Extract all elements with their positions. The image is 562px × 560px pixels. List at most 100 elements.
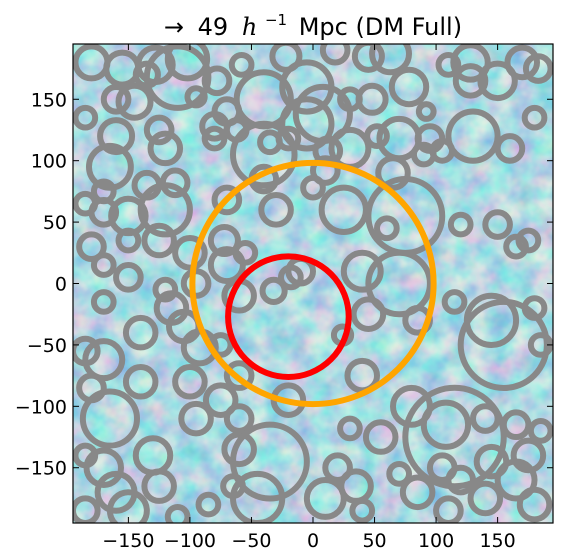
void-circle: [88, 196, 120, 228]
void-circle: [143, 114, 175, 146]
void-circle: [319, 44, 351, 66]
void-circle: [152, 276, 179, 303]
void-circle: [450, 44, 491, 83]
x-tick-label: −100: [164, 530, 216, 552]
void-circle: [275, 125, 302, 152]
title-arrow: →: [164, 13, 184, 41]
y-tick-label: −100: [15, 396, 67, 418]
void-circle: [97, 117, 136, 156]
y-tick-label: −150: [15, 458, 67, 480]
void-circle: [164, 44, 211, 82]
void-circle: [503, 233, 529, 260]
x-tick-label: −150: [102, 530, 154, 552]
void-circle: [137, 182, 193, 238]
void-circle: [435, 52, 462, 78]
void-circle: [349, 497, 376, 523]
void-circle: [279, 96, 335, 152]
void-circle: [433, 495, 464, 523]
void-circle: [90, 252, 117, 278]
void-circle: [477, 60, 518, 102]
void-circle: [445, 108, 501, 164]
void-circle: [207, 223, 241, 258]
y-tick-label: 150: [31, 89, 67, 111]
void-circle: [322, 452, 353, 484]
void-circle: [482, 209, 513, 240]
void-circle: [232, 239, 259, 266]
void-circle: [82, 338, 126, 382]
void-circle: [115, 227, 142, 254]
density-field-texture: [73, 44, 553, 523]
void-circle: [147, 130, 184, 167]
void-circle: [195, 491, 222, 518]
void-circle: [365, 249, 433, 318]
void-circle: [211, 184, 243, 216]
x-tick-label: −50: [231, 530, 271, 552]
void-circle: [340, 249, 384, 293]
void-circle: [402, 384, 507, 490]
outer-highlight-circle: [189, 159, 437, 408]
y-tick-label: 50: [43, 212, 67, 234]
void-circle: [83, 447, 125, 488]
void-circle: [388, 66, 430, 108]
y-axis: 150 100 50 0 −50 −100 −150: [15, 89, 553, 480]
void-circle: [76, 231, 107, 262]
title-rest: Mpc (DM Full): [299, 13, 462, 41]
void-circle: [172, 363, 208, 400]
y-tick-label: −50: [27, 335, 67, 357]
void-circle: [184, 85, 208, 109]
void-circle: [180, 268, 212, 299]
void-circle: [415, 101, 437, 122]
highlight-circles: [189, 159, 437, 408]
void-circle: [420, 399, 472, 450]
void-circle: [258, 192, 294, 228]
void-circles: [73, 44, 553, 523]
void-circle: [441, 289, 468, 315]
x-tick-label: 0: [307, 530, 319, 552]
void-circle: [201, 65, 233, 97]
void-circle: [113, 262, 144, 293]
void-circle: [399, 474, 436, 511]
void-circle: [141, 222, 177, 259]
void-circle: [515, 227, 542, 254]
void-circle: [223, 360, 255, 391]
void-circle: [259, 276, 288, 305]
void-circle: [504, 44, 541, 81]
void-circle: [300, 174, 326, 201]
void-circle: [164, 504, 191, 523]
void-circle: [355, 82, 389, 116]
void-circle: [522, 53, 553, 84]
chart-title: → 49 h −1 Mpc (DM Full): [164, 3, 462, 41]
void-circle: [202, 382, 239, 418]
void-circle: [350, 296, 387, 332]
void-circle: [230, 470, 286, 523]
void-circle: [527, 418, 553, 444]
void-circle: [73, 104, 99, 131]
inner-highlight-circle: [225, 253, 352, 380]
void-circle: [386, 461, 412, 487]
void-circle: [351, 44, 385, 73]
void-circle: [201, 125, 228, 152]
void-circle: [457, 298, 550, 391]
void-circle: [90, 289, 117, 315]
x-tick-label: 100: [418, 530, 454, 552]
void-circle: [362, 419, 399, 455]
void-circle: [122, 314, 159, 351]
x-tick-label: 50: [362, 530, 386, 552]
x-tick-label: 150: [479, 530, 515, 552]
plot-area: [73, 44, 553, 523]
title-value: 49: [198, 13, 229, 41]
void-circle: [229, 421, 310, 502]
void-circle: [467, 480, 504, 517]
void-circle: [452, 63, 489, 99]
void-circle: [228, 52, 255, 78]
void-circle: [221, 431, 257, 468]
y-tick-label: 0: [55, 274, 67, 296]
void-circle: [79, 388, 141, 449]
void-circle: [230, 120, 298, 189]
void-circle: [73, 495, 101, 523]
void-circle: [494, 133, 526, 164]
void-circle: [447, 211, 474, 238]
void-circle: [494, 458, 538, 502]
void-circle: [369, 44, 412, 76]
